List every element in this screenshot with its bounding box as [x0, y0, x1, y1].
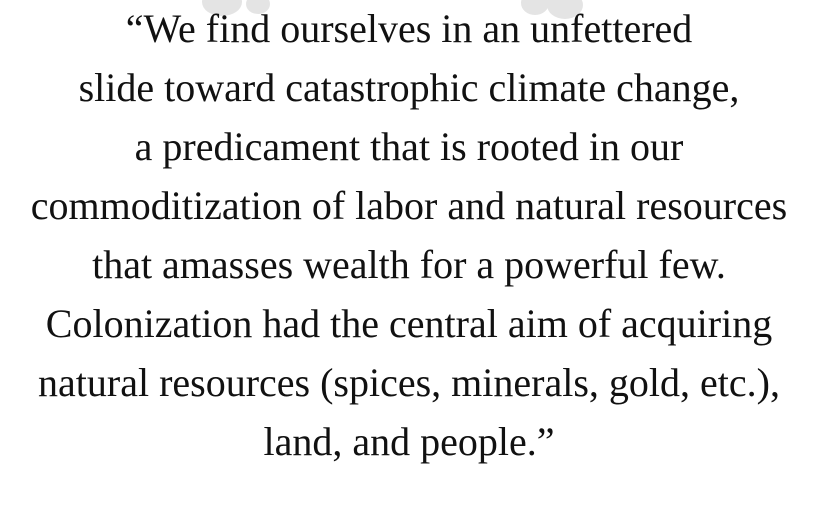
leaf-shape — [202, 0, 242, 16]
quote-line: slide toward catastrophic climate change… — [79, 65, 740, 110]
leaf-shape — [246, 0, 270, 14]
quote-line: that amasses wealth for a powerful few. — [92, 242, 726, 287]
decoration — [202, 0, 583, 19]
quote-line: “We find ourselves in an unfettered — [126, 6, 693, 51]
quote-line: commoditization of labor and natural res… — [31, 183, 787, 228]
leaf-shape — [521, 0, 549, 15]
quote-line: land, and people.” — [264, 419, 555, 464]
quote-text: “We find ourselves in an unfettered slide… — [31, 6, 787, 464]
leaf-shape — [547, 0, 583, 19]
quote-line: a predicament that is rooted in our — [135, 124, 684, 169]
quote-line: natural resources (spices, minerals, gol… — [38, 360, 780, 405]
quote-line: Colonization had the central aim of acqu… — [46, 301, 772, 346]
